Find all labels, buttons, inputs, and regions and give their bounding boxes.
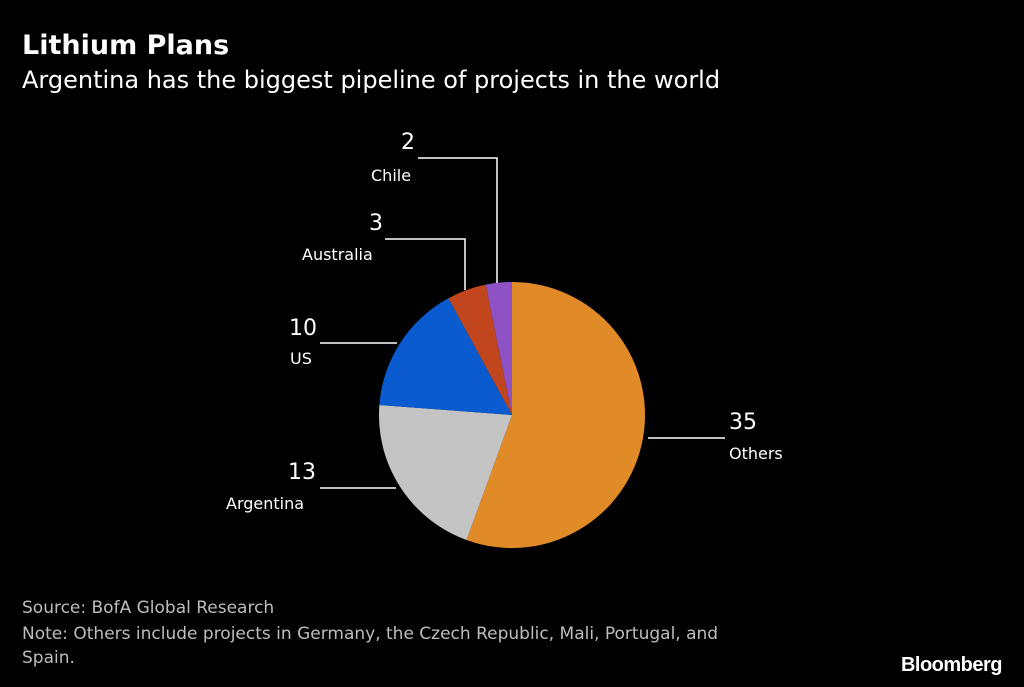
slice-label-argentina: Argentina <box>226 494 305 513</box>
value-label-chile: 2 <box>401 130 415 155</box>
value-label-others: 35 <box>729 410 757 435</box>
leader-line-australia <box>385 238 466 290</box>
source-note: Source: BofA Global Research <box>22 598 275 618</box>
pie-slice-argentina <box>378 405 512 540</box>
value-label-us: 10 <box>289 316 317 341</box>
footnote-line-2: Spain. <box>22 648 75 668</box>
slice-label-chile: Chile <box>371 166 412 185</box>
slice-label-us: US <box>290 349 312 368</box>
value-label-argentina: 13 <box>288 460 316 485</box>
pie-slice-others <box>466 282 645 548</box>
pie-slice-us <box>379 298 512 415</box>
chart-title: Lithium Plans <box>22 30 230 61</box>
slice-label-others: Others <box>729 444 783 463</box>
bloomberg-logo: Bloomberg <box>900 654 1003 676</box>
pie-slice-chile <box>485 282 512 415</box>
chart-subtitle: Argentina has the biggest pipeline of pr… <box>22 66 721 94</box>
footnote-line-1: Note: Others include projects in Germany… <box>22 624 719 644</box>
leader-line-chile <box>418 157 498 283</box>
slice-label-australia: Australia <box>302 245 373 264</box>
pie-slice-australia <box>448 284 512 415</box>
value-label-australia: 3 <box>369 211 383 236</box>
